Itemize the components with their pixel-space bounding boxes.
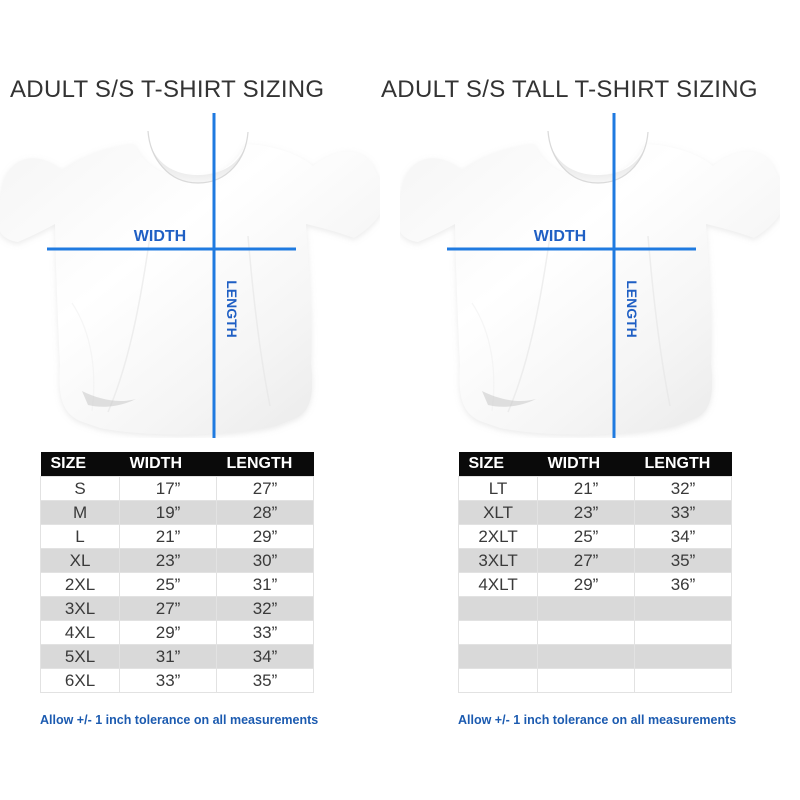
svg-text:WIDTH: WIDTH [134,228,186,245]
svg-text:WIDTH: WIDTH [534,228,586,245]
svg-text:LENGTH: LENGTH [224,280,240,338]
svg-text:LENGTH: LENGTH [624,280,640,338]
